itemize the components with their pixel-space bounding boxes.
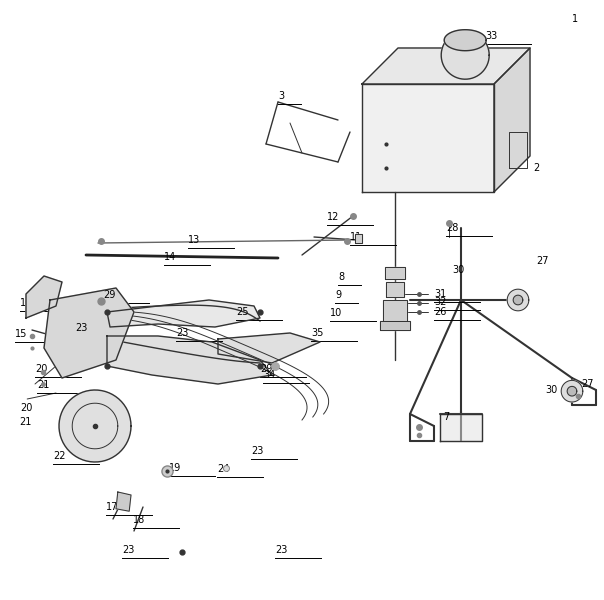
Text: 33: 33 bbox=[485, 31, 497, 41]
Circle shape bbox=[513, 295, 523, 305]
Text: 11: 11 bbox=[350, 232, 362, 242]
Text: 1: 1 bbox=[572, 14, 578, 24]
Polygon shape bbox=[380, 321, 410, 330]
Polygon shape bbox=[44, 288, 134, 378]
Text: 27: 27 bbox=[536, 256, 548, 266]
Text: 16: 16 bbox=[20, 298, 32, 308]
Polygon shape bbox=[362, 48, 530, 84]
Text: 17: 17 bbox=[106, 502, 118, 512]
Polygon shape bbox=[116, 492, 131, 511]
Circle shape bbox=[59, 390, 131, 462]
Text: 9: 9 bbox=[335, 290, 341, 300]
Text: 8: 8 bbox=[338, 272, 344, 282]
Text: 23: 23 bbox=[275, 545, 288, 555]
Text: 31: 31 bbox=[434, 289, 446, 299]
Text: 3: 3 bbox=[278, 91, 284, 101]
Polygon shape bbox=[107, 300, 260, 327]
Polygon shape bbox=[362, 84, 494, 192]
Text: 2: 2 bbox=[533, 163, 539, 173]
Text: 27: 27 bbox=[581, 379, 594, 389]
Text: 32: 32 bbox=[434, 298, 446, 307]
Polygon shape bbox=[107, 336, 272, 384]
Text: 19: 19 bbox=[169, 463, 181, 473]
Text: 23: 23 bbox=[76, 323, 88, 333]
Polygon shape bbox=[26, 276, 62, 318]
Text: 12: 12 bbox=[327, 212, 339, 222]
Text: 7: 7 bbox=[443, 412, 449, 422]
Text: 21: 21 bbox=[37, 380, 49, 390]
Text: 28: 28 bbox=[446, 223, 458, 233]
Text: 15: 15 bbox=[15, 329, 28, 339]
Text: 23: 23 bbox=[176, 328, 188, 338]
Text: 26: 26 bbox=[434, 307, 446, 317]
Text: 29: 29 bbox=[103, 290, 115, 300]
Text: 20: 20 bbox=[20, 403, 33, 413]
Text: 29: 29 bbox=[260, 364, 272, 374]
Polygon shape bbox=[385, 267, 405, 279]
Circle shape bbox=[567, 386, 577, 396]
Text: 35: 35 bbox=[311, 328, 323, 338]
Text: 21: 21 bbox=[19, 418, 31, 427]
Text: 10: 10 bbox=[330, 308, 342, 318]
Circle shape bbox=[561, 380, 583, 402]
Text: 23: 23 bbox=[122, 545, 134, 555]
Text: 22: 22 bbox=[53, 451, 65, 461]
Polygon shape bbox=[494, 48, 530, 192]
Polygon shape bbox=[444, 30, 486, 50]
Circle shape bbox=[507, 289, 528, 311]
Text: 23: 23 bbox=[251, 446, 263, 456]
Text: 18: 18 bbox=[133, 515, 145, 525]
Text: 34: 34 bbox=[263, 370, 275, 380]
Text: 13: 13 bbox=[188, 235, 201, 245]
Circle shape bbox=[441, 31, 489, 79]
Polygon shape bbox=[386, 282, 404, 297]
Text: 24: 24 bbox=[217, 464, 229, 474]
Polygon shape bbox=[355, 234, 362, 243]
Text: 25: 25 bbox=[236, 307, 248, 317]
Text: 30: 30 bbox=[545, 385, 557, 395]
Polygon shape bbox=[383, 300, 407, 321]
Polygon shape bbox=[218, 333, 320, 363]
Text: 30: 30 bbox=[452, 265, 464, 275]
Polygon shape bbox=[440, 414, 482, 441]
Text: 14: 14 bbox=[164, 252, 176, 262]
Text: 20: 20 bbox=[35, 364, 47, 374]
